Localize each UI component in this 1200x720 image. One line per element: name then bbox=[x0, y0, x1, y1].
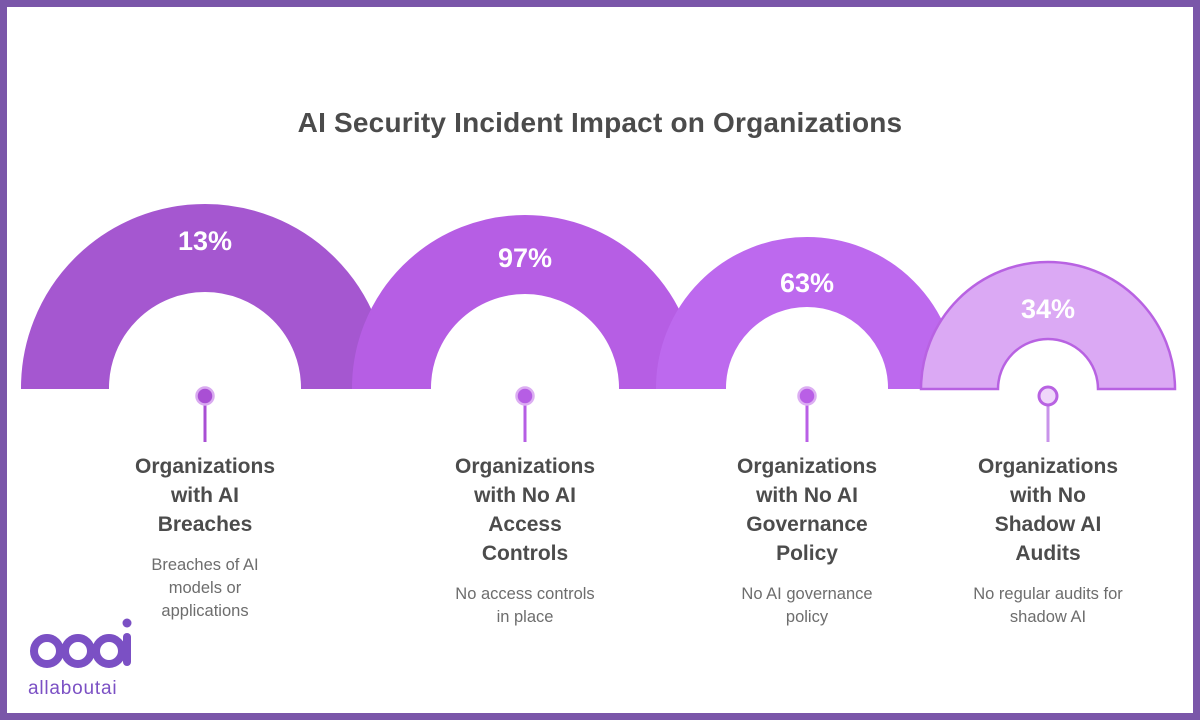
percent-label-3: 63% bbox=[780, 268, 834, 298]
pin-circle-4 bbox=[1037, 385, 1059, 407]
brand-logo: allaboutai bbox=[26, 616, 176, 700]
pin-circle-1 bbox=[195, 386, 215, 406]
category-column-2: Organizations with No AI Access Controls… bbox=[410, 452, 640, 629]
pin-circle-2 bbox=[515, 386, 535, 406]
arch-semicircle-4 bbox=[919, 260, 1177, 391]
category-column-4: Organizations with No Shadow AI Audits N… bbox=[933, 452, 1163, 629]
category-column-3: Organizations with No AI Governance Poli… bbox=[692, 452, 922, 629]
logo-wordmark: allaboutai bbox=[28, 678, 118, 699]
pin-circle-3 bbox=[797, 386, 817, 406]
category-heading: Organizations with No AI Governance Poli… bbox=[736, 455, 878, 565]
category-heading: Organizations with No Shadow AI Audits bbox=[977, 455, 1119, 565]
category-subtitle: No AI governance policy bbox=[741, 585, 873, 626]
category-heading: Organizations with AI Breaches bbox=[134, 455, 276, 536]
category-heading: Organizations with No AI Access Controls bbox=[454, 455, 596, 565]
category-subtitle: No regular audits for shadow AI bbox=[973, 585, 1123, 626]
arch-semicircle-3 bbox=[655, 237, 959, 389]
percent-label-2: 97% bbox=[498, 243, 552, 273]
category-column-1: Organizations with AI Breaches Breaches … bbox=[90, 452, 320, 623]
category-subtitle: Breaches of AI models or applications bbox=[151, 556, 259, 620]
percent-label-1: 13% bbox=[178, 226, 232, 256]
category-subtitle: No access controls in place bbox=[455, 585, 595, 626]
arch-semicircle-2 bbox=[351, 215, 699, 389]
logo-icon bbox=[30, 618, 132, 668]
gauge-chart: 13% 97% 63% 34% bbox=[20, 204, 1177, 442]
page-title: AI Security Incident Impact on Organizat… bbox=[297, 107, 903, 138]
percent-label-4: 34% bbox=[1021, 294, 1075, 324]
